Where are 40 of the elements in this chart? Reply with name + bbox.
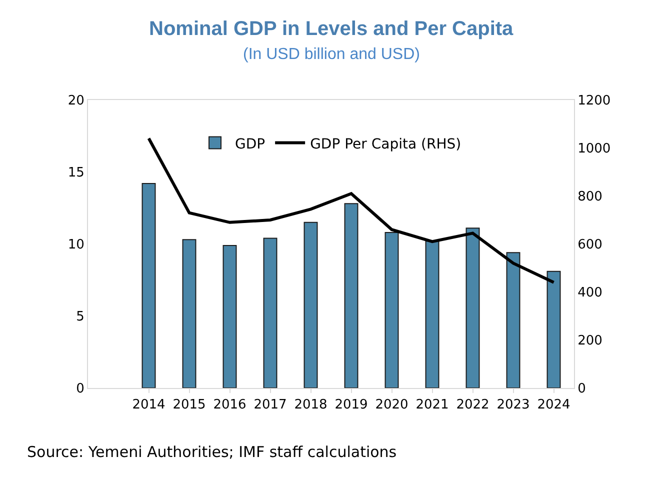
y-tick-label: 10 [68,238,84,253]
legend-label: GDP Per Capita (RHS) [310,136,462,152]
bar [222,244,237,388]
x-tick-label: 2020 [375,398,408,413]
chart-subtitle: (In USD billion and USD) [243,46,420,63]
source-note: Source: Yemeni Authorities; IMF staff calculations [27,443,397,461]
x-tick-label: 2018 [294,398,328,413]
y2-tick-label: 800 [578,190,602,205]
bar [546,270,561,388]
y2-tick-label: 1000 [578,142,611,157]
bar [506,252,520,388]
x-tick-label: 2016 [213,398,246,413]
y2-tick-label: 0 [578,382,586,397]
bar [263,238,278,388]
x-tick-label: 2022 [456,398,490,413]
y2-tick-label: 600 [578,238,602,253]
x-tick-label: 2019 [334,398,368,413]
legend-label: GDP [235,136,266,152]
x-tick-label: 2014 [132,398,166,413]
bar [425,240,440,388]
bar [142,183,156,388]
y2-tick-label: 200 [578,334,602,349]
bar [182,239,196,388]
bar [304,222,318,388]
x-tick-label: 2017 [254,398,287,413]
y2-tick-label: 1200 [578,94,611,109]
y2-tick-label: 400 [578,286,602,301]
line-series [147,136,556,284]
chart-title: Nominal GDP in Levels and Per Capita [149,18,514,40]
x-tick-label: 2021 [416,398,449,413]
bar [344,203,358,388]
y-tick-label: 20 [68,94,84,109]
y-tick-label: 0 [76,382,84,397]
y-tick-label: 5 [76,310,84,325]
y-tick-label: 15 [68,166,84,181]
x-tick-label: 2023 [496,398,530,413]
x-tick-label: 2015 [172,398,206,413]
x-tick-label: 2024 [537,398,570,413]
bar [466,228,480,388]
bar [384,232,399,388]
